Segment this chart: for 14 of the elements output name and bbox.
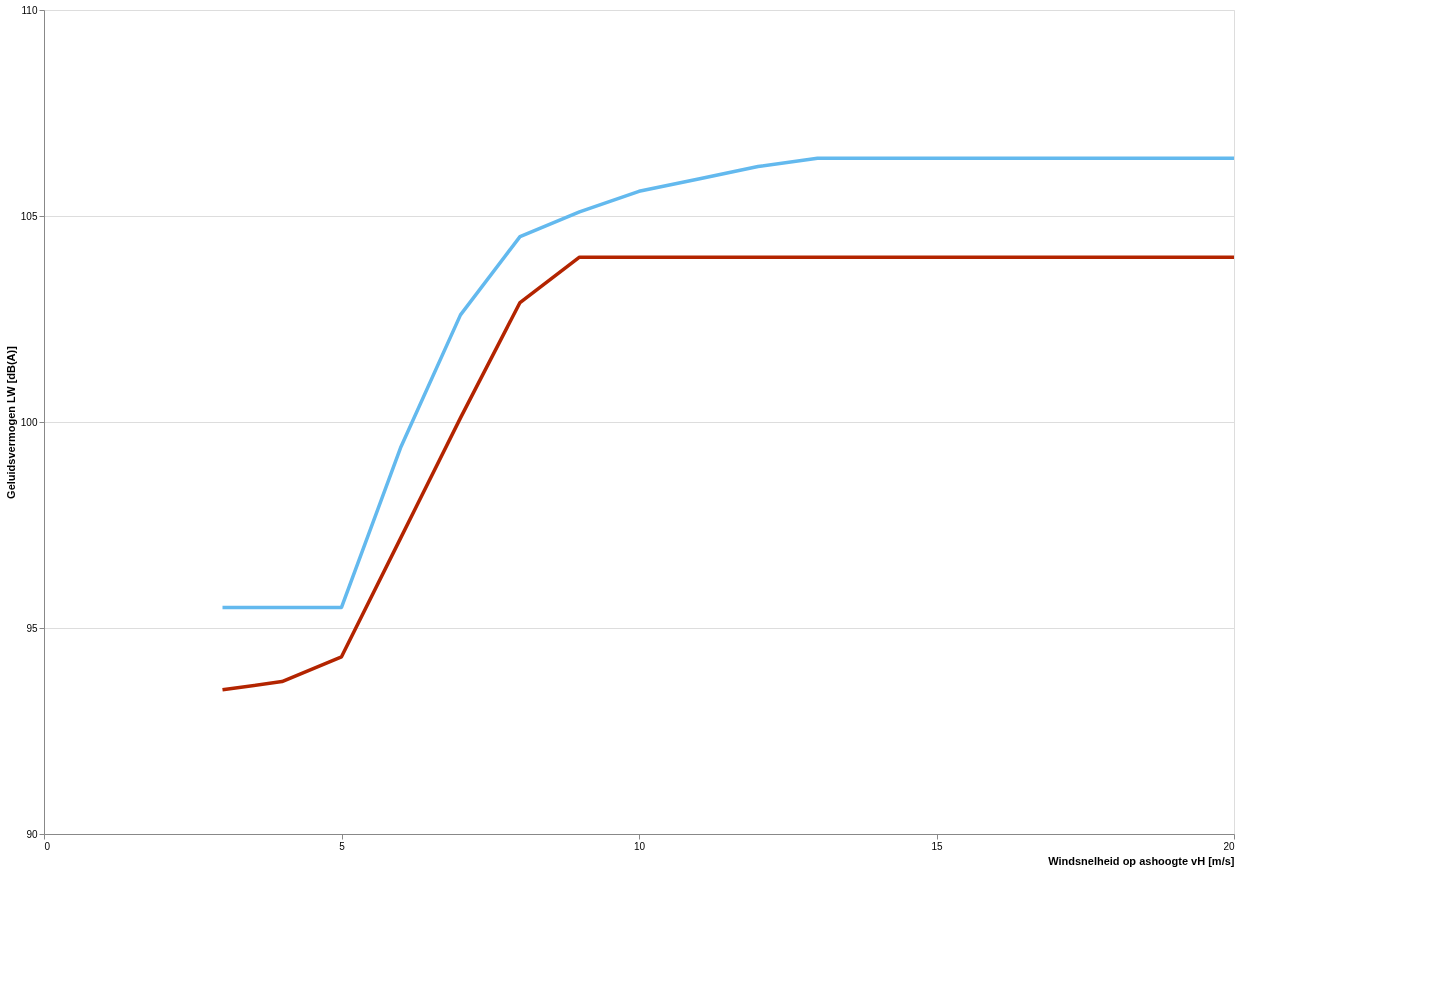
line-series [220,156,1236,610]
y-tick-label: 110 [21,4,38,16]
y-tick-label: 95 [26,622,38,634]
line-series [220,255,1236,692]
x-tick-label: 15 [931,840,943,852]
y-tick-label: 90 [26,828,38,840]
x-tick-label: 5 [339,840,346,852]
x-tick-label: 10 [633,840,646,852]
y-tick-label: 100 [20,416,38,428]
y-tick-label: 105 [20,210,38,222]
y-axis-title: Geluidsvermogen LW [dB(A)] [4,345,17,499]
x-tick-label: 0 [44,840,51,852]
x-axis-title: Windsnelheid op ashoogte vH [m/s] [1048,854,1235,867]
x-tick-label: 20 [1223,840,1235,852]
